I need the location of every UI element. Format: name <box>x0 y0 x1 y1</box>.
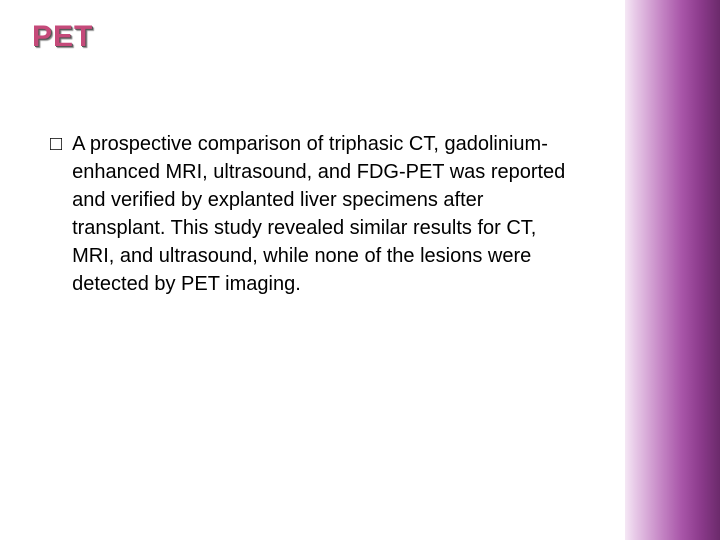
slide-title: PET <box>32 20 93 54</box>
slide: PET □ A prospective comparison of tripha… <box>0 0 720 540</box>
bullet-text: A prospective comparison of triphasic CT… <box>72 130 570 298</box>
bullet-marker-icon: □ <box>50 130 62 158</box>
sidebar-gradient <box>625 0 720 540</box>
bullet-item: □ A prospective comparison of triphasic … <box>50 130 570 298</box>
slide-body: □ A prospective comparison of triphasic … <box>50 130 570 298</box>
